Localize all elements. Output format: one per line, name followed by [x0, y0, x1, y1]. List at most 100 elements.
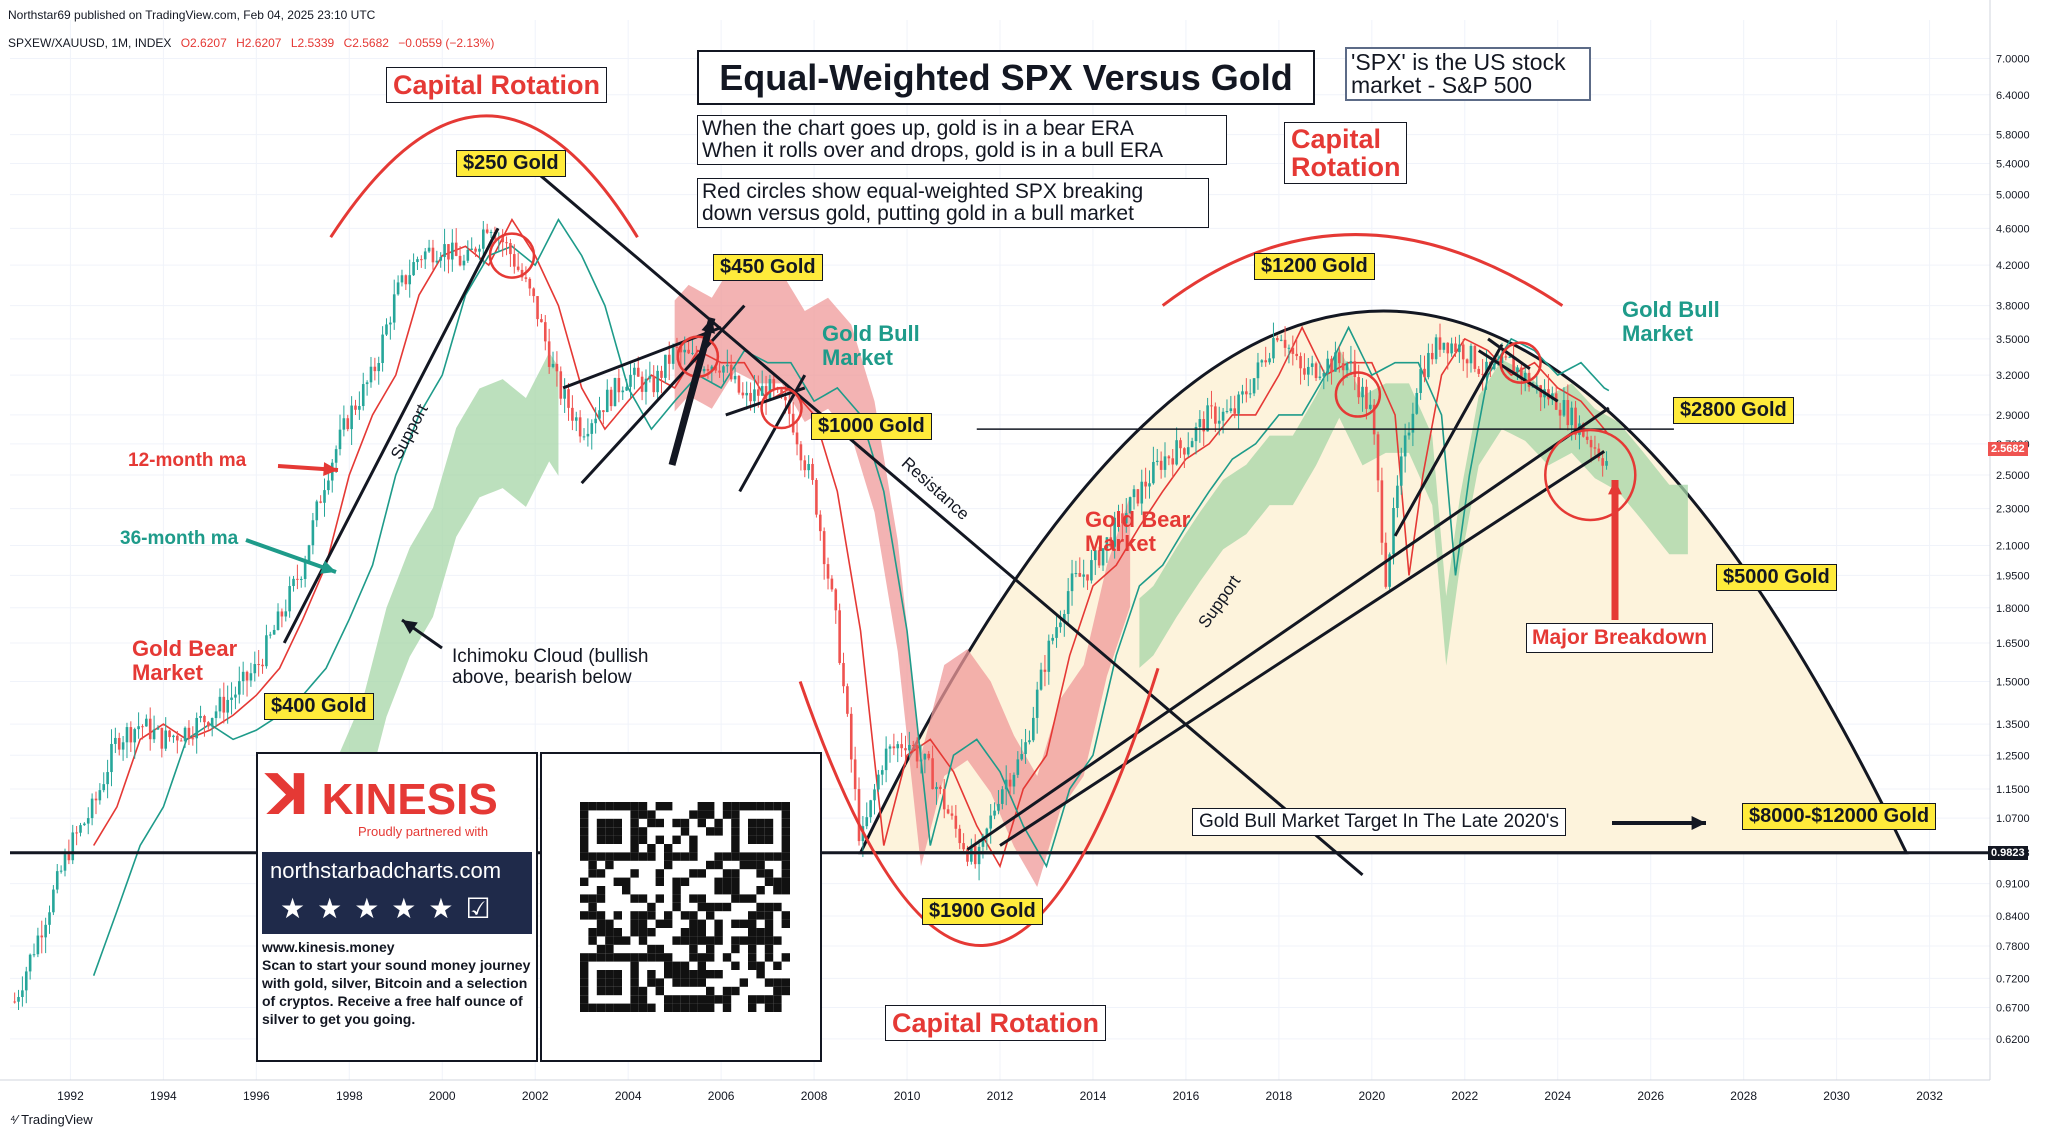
qr-module: [580, 995, 589, 1004]
y-tick-label: 1.0700: [1996, 813, 2030, 825]
candle-body: [303, 562, 307, 579]
qr-module: [689, 928, 698, 937]
qr-module: [689, 869, 698, 878]
qr-module: [773, 961, 782, 970]
x-axis: 1992 1994 1996 1998 2000 2002 2004 2006 2008 2010…: [0, 1079, 1990, 1103]
qr-module: [731, 810, 740, 819]
candle-body: [757, 389, 760, 396]
qr-module: [756, 852, 765, 861]
qr-module: [647, 844, 656, 853]
qr-module: [630, 1003, 639, 1012]
qr-module: [672, 877, 681, 886]
qr-module: [605, 860, 614, 870]
qr-module: [672, 936, 681, 945]
candle-body: [1012, 774, 1016, 787]
qr-module: [706, 802, 715, 811]
candle-body: [931, 758, 934, 790]
qr-module: [605, 827, 614, 836]
qr-module: [605, 802, 614, 811]
candle-body: [1190, 441, 1194, 448]
candle-body: [1074, 573, 1078, 575]
candle-body: [799, 444, 803, 461]
qr-module: [605, 919, 614, 928]
qr-module: [630, 869, 639, 878]
candle-body: [207, 722, 210, 727]
candle-body: [1307, 366, 1310, 375]
qr-module: [714, 970, 723, 979]
y-tick-label: 2.9000: [1996, 410, 2030, 422]
gold-tag-8000-12000: $8000-$12000 Gold: [1742, 803, 1937, 830]
qr-module: [664, 844, 673, 853]
ohlc-low: L2.5339: [290, 36, 335, 50]
candle-body: [737, 375, 741, 393]
candle-body: [389, 322, 392, 325]
gold-tag-450: $450 Gold: [713, 254, 823, 281]
sponsor-url[interactable]: www.kinesis.money: [262, 939, 395, 955]
candle-body: [1272, 338, 1275, 359]
candle-body: [125, 727, 129, 743]
candle-body: [1477, 368, 1481, 374]
x-tick-label: 2012: [987, 1089, 1014, 1103]
gold-bull-arc: [858, 309, 1909, 855]
qr-module: [596, 802, 606, 811]
qr-module: [748, 852, 757, 861]
qr-module: [605, 818, 614, 828]
candle-body: [1229, 408, 1233, 412]
qr-module: [706, 827, 715, 836]
candle-body: [75, 832, 78, 834]
candle-body: [44, 924, 47, 938]
candle-body: [1450, 343, 1453, 354]
qr-module: [680, 877, 690, 886]
y-tick-label: 1.6500: [1996, 638, 2030, 650]
candle-body: [137, 726, 140, 730]
qr-module: [605, 835, 614, 844]
qr-module: [756, 802, 765, 811]
qr-module: [764, 802, 774, 811]
symbol-label[interactable]: SPXEW/XAUUSD, 1M, INDEX: [8, 36, 172, 50]
qr-module: [655, 869, 664, 878]
qr-module: [655, 978, 664, 987]
candle-body: [1171, 458, 1175, 465]
candle-body: [1237, 394, 1240, 414]
candle-body: [1105, 537, 1109, 549]
qr-module: [680, 978, 690, 987]
qr-module: [764, 902, 774, 912]
ohlc-close: C2.5682: [343, 36, 389, 50]
candle-body: [1078, 573, 1082, 577]
qr-module: [773, 978, 782, 987]
candle-body: [342, 418, 346, 430]
candle-body: [1252, 378, 1256, 394]
candle-body: [768, 379, 772, 399]
qr-module: [739, 802, 748, 811]
tradingview-logo[interactable]: ⁴⁄ TradingView: [10, 1112, 93, 1127]
qr-module: [622, 1003, 631, 1012]
qr-module: [739, 936, 748, 945]
candle-body: [191, 738, 195, 740]
candle-body: [818, 514, 822, 532]
candle-body: [1481, 373, 1484, 375]
candle-body: [94, 798, 98, 801]
candle-body: [451, 242, 454, 260]
candle-body: [536, 296, 539, 320]
sponsor-panel[interactable]: ꓘ KINESIS Proudly partnered with northst…: [256, 752, 538, 1062]
candle-body: [617, 377, 621, 393]
qr-module: [714, 827, 723, 836]
candle-body: [652, 375, 656, 393]
ichimoku-label: Ichimoku Cloud (bullish above, bearish be…: [452, 646, 649, 688]
candle-body: [849, 713, 853, 760]
qr-module: [714, 928, 723, 937]
candle-body: [1183, 448, 1186, 455]
qr-module: [773, 936, 782, 945]
qr-module: [655, 835, 664, 844]
qr-module: [764, 978, 774, 987]
candle-body: [760, 386, 764, 396]
trend-line-f: [1477, 349, 1559, 403]
candle-body: [1001, 789, 1004, 804]
qr-module: [731, 827, 740, 836]
candle-body: [939, 786, 942, 790]
qr-code-panel[interactable]: [540, 752, 822, 1062]
site-banner[interactable]: northstarbadcharts.com ★★★★★☑: [262, 852, 532, 934]
qr-module: [756, 970, 765, 979]
candle-body: [784, 396, 787, 401]
